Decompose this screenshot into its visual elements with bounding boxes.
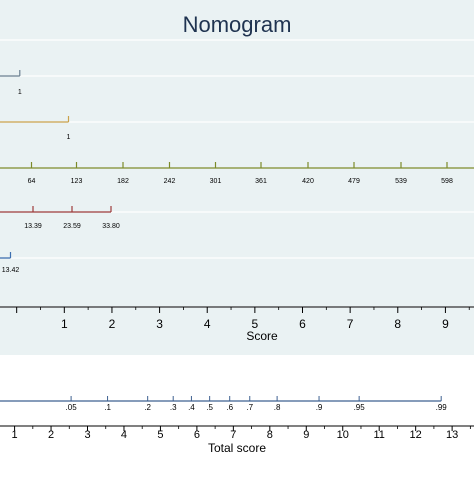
predictor-3-tick-label-1: 123 [71, 178, 83, 185]
predictor-3-tick-label-7: 479 [348, 178, 360, 185]
predictor-4-tick-label-2: 33.80 [102, 223, 120, 230]
lower-panel [0, 355, 474, 474]
score-tick-label-6: 6 [299, 317, 306, 331]
probability-tick-label-4: .4 [188, 403, 195, 412]
grid-lines [0, 39, 474, 474]
total-score-axis-label: Total score [208, 441, 266, 455]
probability-tick-label-5: .5 [206, 403, 213, 412]
probability-tick-label-9: .9 [316, 403, 323, 412]
probability-tick-label-10: .95 [354, 403, 366, 412]
predictor-5: 13.42 [0, 252, 19, 274]
probability-tick-label-1: .1 [104, 403, 111, 412]
probability-tick-label-0: .05 [66, 403, 78, 412]
score-axis: 1 2 3 4 5 6 7 8 9 [0, 306, 474, 331]
predictor-1-tick-label-0: 1 [18, 89, 22, 96]
score-tick-label-2: 2 [109, 317, 116, 331]
probability-axis: .05 .1 .2 .3 .4 .5 .6 .7 .8 .9 .95 .99 [0, 396, 447, 412]
score-tick-label-4: 4 [204, 317, 211, 331]
probability-tick-label-7: .7 [246, 403, 253, 412]
predictor-1: 1 [0, 70, 22, 96]
total-tick-label-13: 13 [446, 429, 458, 441]
total-tick-label-1: 1 [12, 429, 18, 441]
total-tick-label-6: 6 [194, 429, 200, 441]
predictor-4-tick-label-1: 23.59 [63, 223, 81, 230]
total-tick-label-2: 2 [48, 429, 54, 441]
predictor-3-tick-label-4: 301 [210, 178, 222, 185]
predictor-3-tick-label-8: 539 [395, 178, 407, 185]
probability-tick-label-3: .3 [170, 403, 177, 412]
total-tick-label-7: 7 [230, 429, 236, 441]
score-tick-label-5: 5 [252, 317, 259, 331]
probability-tick-label-6: .6 [226, 403, 233, 412]
score-tick-label-1: 1 [61, 317, 68, 331]
total-tick-label-3: 3 [84, 429, 90, 441]
score-tick-label-7: 7 [347, 317, 354, 331]
score-tick-label-8: 8 [394, 317, 401, 331]
total-tick-label-8: 8 [267, 429, 273, 441]
total-tick-label-9: 9 [303, 429, 309, 441]
total-tick-label-10: 10 [337, 429, 349, 441]
predictor-5-tick-label-0: 13.42 [2, 267, 20, 274]
predictor-2-tick-label-0: 1 [67, 134, 71, 141]
score-tick-label-3: 3 [156, 317, 163, 331]
predictor-3-tick-label-2: 182 [117, 178, 129, 185]
total-tick-label-5: 5 [157, 429, 163, 441]
probability-tick-label-11: .99 [436, 403, 448, 412]
predictor-3-tick-label-6: 420 [302, 178, 314, 185]
chart-title: Nomogram [183, 12, 292, 37]
predictor-2: 1 [0, 116, 71, 141]
predictor-4: 13.39 23.59 33.80 [0, 206, 120, 230]
score-tick-label-9: 9 [442, 317, 449, 331]
predictor-3-tick-label-3: 242 [164, 178, 176, 185]
predictor-3-tick-label-5: 361 [255, 178, 267, 185]
total-tick-label-4: 4 [121, 429, 127, 441]
predictor-3-tick-label-9: 598 [441, 178, 453, 185]
predictor-4-tick-label-0: 13.39 [24, 223, 42, 230]
predictor-axes: 1 1 64 123 182 242 301 361 420 479 539 598 13.39 23.5… [0, 70, 474, 274]
score-axis-label: Score [246, 329, 278, 343]
probability-tick-label-8: .8 [274, 403, 281, 412]
predictor-3: 64 123 182 242 301 361 420 479 539 598 [0, 162, 474, 185]
total-score-axis: 1 2 3 4 5 6 7 8 9 10 11 12 13 [0, 425, 474, 441]
probability-tick-label-2: .2 [144, 403, 151, 412]
total-tick-label-11: 11 [373, 429, 384, 441]
total-tick-label-12: 12 [410, 429, 422, 441]
predictor-3-tick-label-0: 64 [28, 178, 36, 185]
